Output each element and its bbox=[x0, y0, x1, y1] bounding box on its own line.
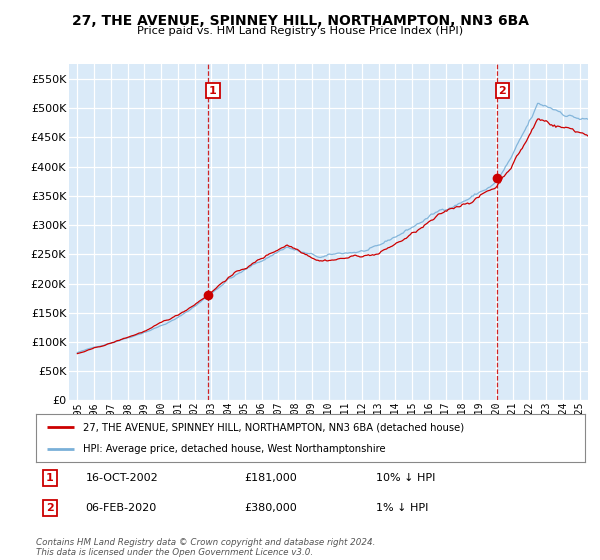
Text: HPI: Average price, detached house, West Northamptonshire: HPI: Average price, detached house, West… bbox=[83, 444, 385, 454]
Text: Price paid vs. HM Land Registry's House Price Index (HPI): Price paid vs. HM Land Registry's House … bbox=[137, 26, 463, 36]
Text: 2: 2 bbox=[46, 503, 53, 513]
Text: 10% ↓ HPI: 10% ↓ HPI bbox=[376, 473, 436, 483]
Text: £181,000: £181,000 bbox=[245, 473, 298, 483]
Text: 2: 2 bbox=[499, 86, 506, 96]
Text: 1: 1 bbox=[46, 473, 53, 483]
Text: 1% ↓ HPI: 1% ↓ HPI bbox=[376, 503, 429, 513]
Text: Contains HM Land Registry data © Crown copyright and database right 2024.
This d: Contains HM Land Registry data © Crown c… bbox=[36, 538, 376, 557]
Text: 1: 1 bbox=[209, 86, 217, 96]
Text: 06-FEB-2020: 06-FEB-2020 bbox=[85, 503, 157, 513]
Text: 27, THE AVENUE, SPINNEY HILL, NORTHAMPTON, NN3 6BA (detached house): 27, THE AVENUE, SPINNEY HILL, NORTHAMPTO… bbox=[83, 422, 464, 432]
Text: 27, THE AVENUE, SPINNEY HILL, NORTHAMPTON, NN3 6BA: 27, THE AVENUE, SPINNEY HILL, NORTHAMPTO… bbox=[71, 14, 529, 28]
Text: £380,000: £380,000 bbox=[245, 503, 298, 513]
Text: 16-OCT-2002: 16-OCT-2002 bbox=[85, 473, 158, 483]
